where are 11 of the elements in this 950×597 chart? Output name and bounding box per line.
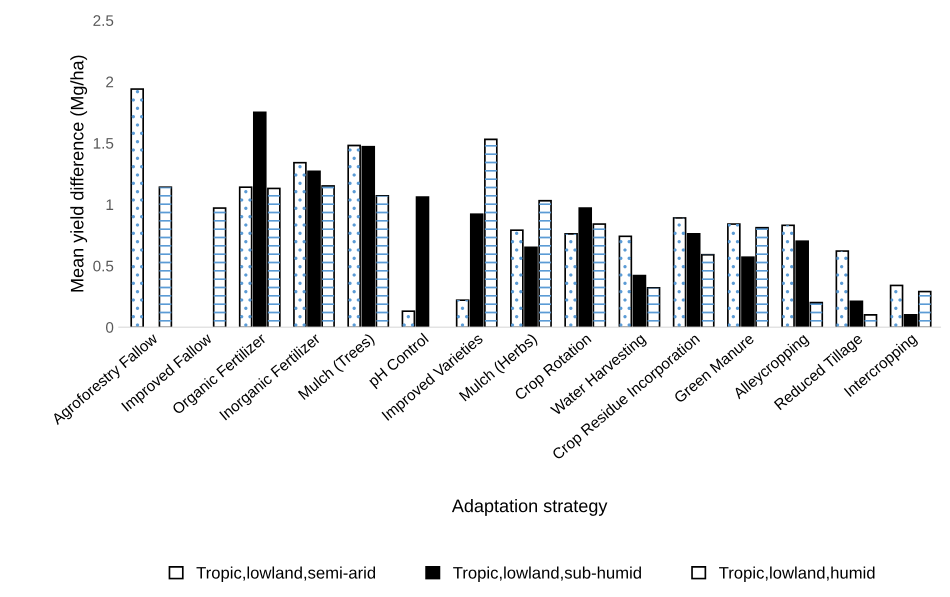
legend-label: Tropic,lowland,sub-humid — [453, 566, 641, 582]
y-tick-label: 1 — [106, 199, 114, 210]
y-tick-label: 0 — [106, 322, 114, 333]
y-tick-label: 1.5 — [94, 138, 114, 149]
legend-label: Tropic,lowland,semi-arid — [196, 566, 376, 582]
y-tick-label: 2 — [106, 76, 114, 88]
y-tick-label: 2.5 — [93, 15, 114, 26]
y-tick-label: 0.5 — [93, 260, 114, 272]
legend-label: Tropic,lowland,humid — [719, 566, 874, 582]
y-axis-title: Mean yield difference (Mg/ha) — [70, 56, 88, 292]
x-axis-title: Adaptation strategy — [452, 498, 608, 516]
